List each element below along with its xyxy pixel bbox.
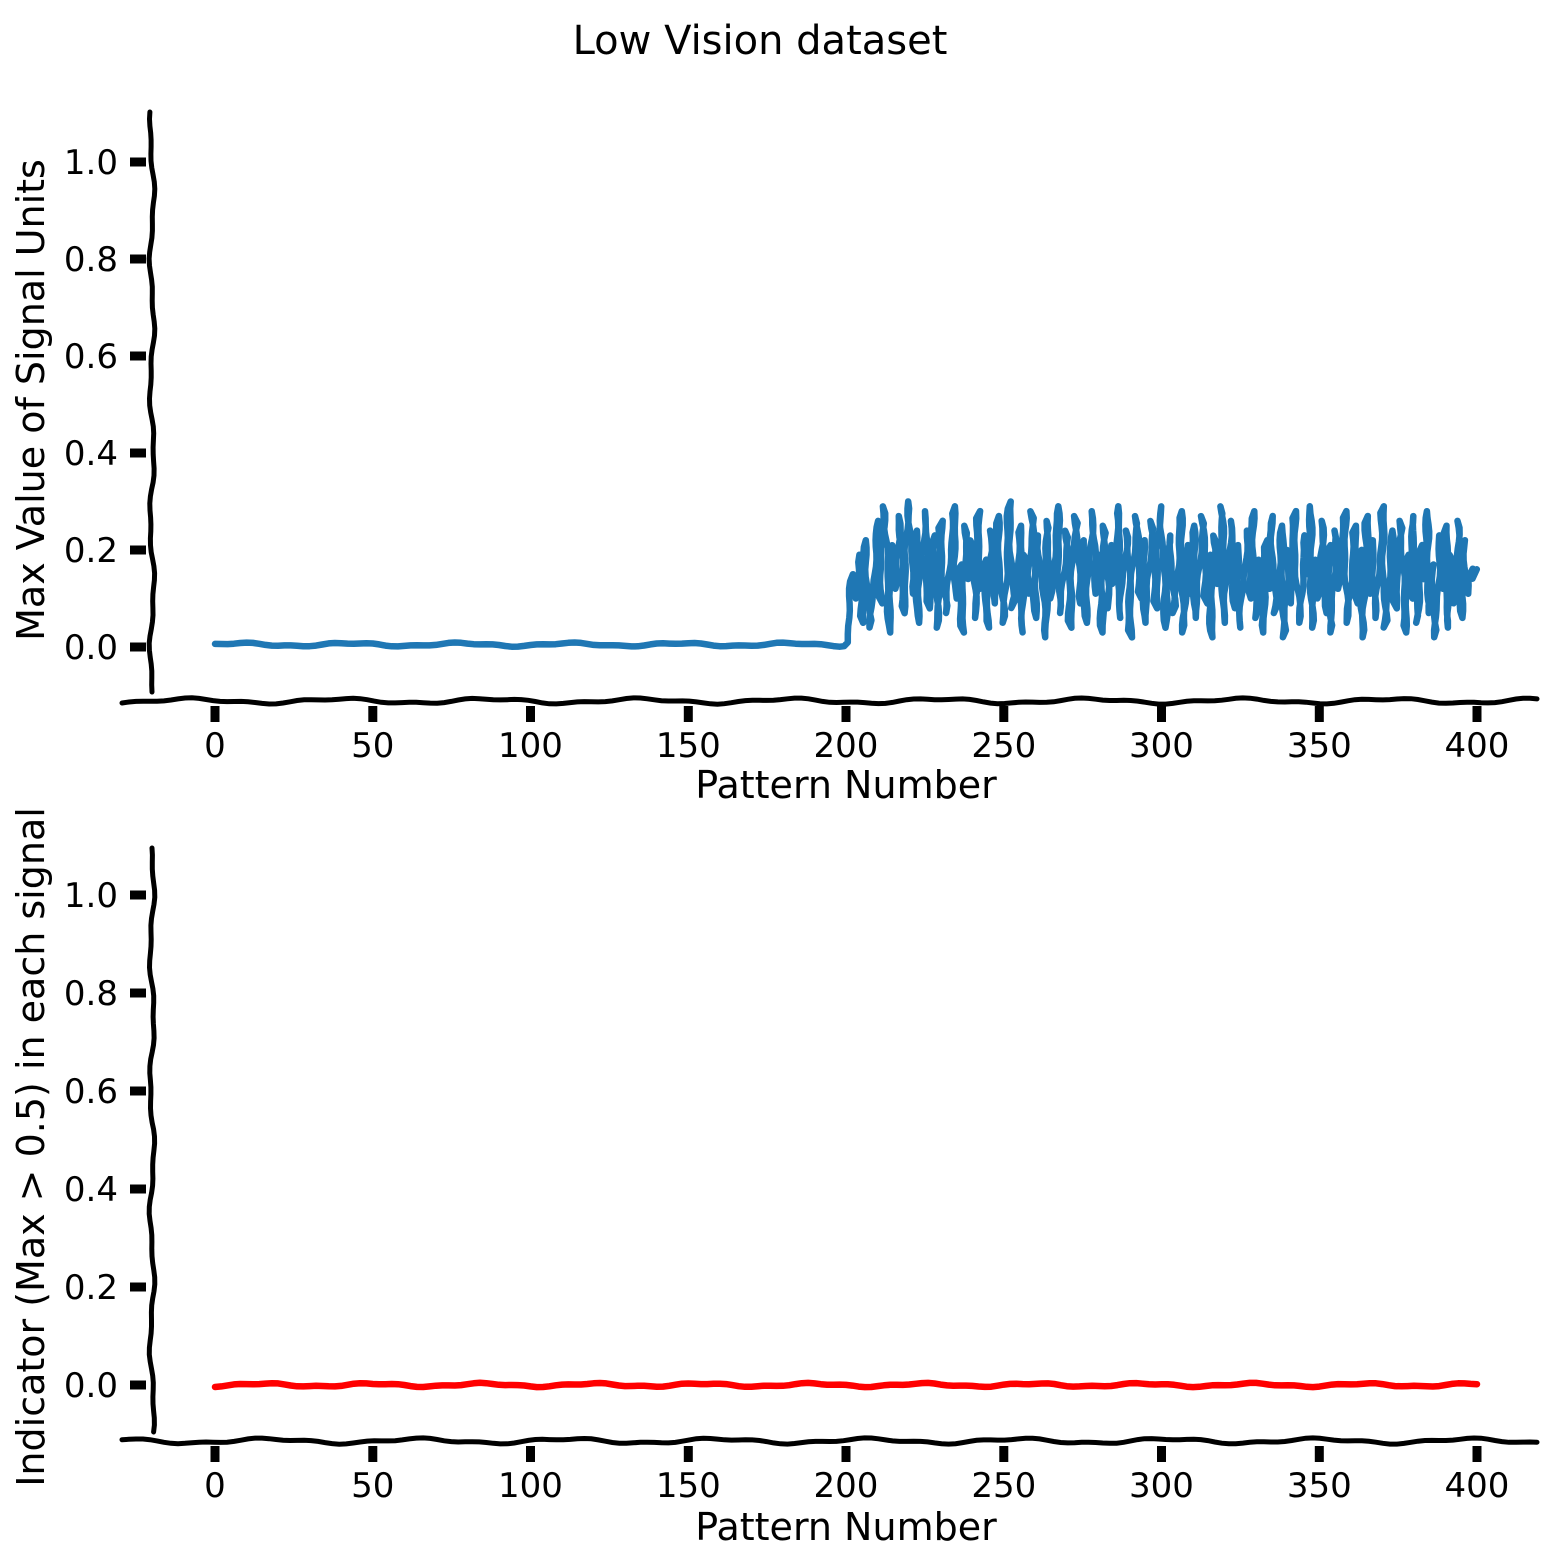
x-axis-spine: [119, 695, 1540, 707]
x-tick-label: 50: [351, 1466, 394, 1506]
y-tick-mark: [130, 448, 146, 458]
x-tick-label: 300: [1129, 1466, 1194, 1506]
bottom-chart-axes: 0 50 100 150 200 250 300 350 400 0.0 0.2 0.4 0.6 0.8 1…: [64, 845, 1540, 1506]
series-line-indicator-max-gt-0p5: [211, 1379, 1481, 1391]
x-axis-spine: [119, 1435, 1540, 1447]
y-tick-mark: [130, 642, 146, 652]
y-tick-label: 0.6: [64, 337, 118, 377]
x-tick-mark: [526, 1446, 535, 1462]
top-xaxis-label: Pattern Number: [695, 763, 997, 807]
y-axis-spine: [146, 109, 158, 695]
x-tick-mark: [1314, 1446, 1324, 1462]
x-tick-mark: [1314, 706, 1324, 722]
y-tick-label: 0.2: [64, 531, 118, 571]
y-tick-mark: [130, 988, 146, 998]
x-tick-label: 350: [1287, 1466, 1352, 1506]
x-tick-mark: [999, 1446, 1009, 1462]
x-tick-label: 50: [351, 726, 394, 766]
bottom-chart: 0 50 100 150 200 250 300 350 400 0.0 0.2 0.4 0.6 0.8 1…: [9, 807, 1540, 1549]
x-tick-mark: [841, 706, 851, 722]
y-tick-label: 0.8: [64, 240, 118, 280]
y-tick-label: 0.4: [64, 434, 118, 474]
figure-title: Low Vision dataset: [573, 18, 948, 64]
x-tick-mark: [526, 706, 535, 722]
y-tick-mark: [130, 545, 146, 555]
x-tick-mark: [368, 706, 378, 722]
x-tick-label: 200: [814, 1466, 879, 1506]
x-tick-label: 0: [204, 1466, 226, 1506]
x-tick-mark: [841, 1446, 851, 1462]
y-tick-mark: [130, 1086, 146, 1096]
y-tick-mark: [130, 157, 146, 167]
bottom-chart-series: [211, 1379, 1481, 1391]
top-yaxis-label: Max Value of Signal Units: [9, 159, 53, 641]
x-tick-mark: [368, 1446, 378, 1462]
y-tick-label: 0.4: [64, 1170, 118, 1210]
y-tick-label: 1.0: [64, 876, 118, 916]
y-tick-mark: [130, 1282, 146, 1292]
y-tick-mark: [130, 351, 146, 361]
y-tick-mark: [130, 254, 146, 264]
y-tick-label: 0.2: [64, 1268, 118, 1308]
x-tick-label: 350: [1287, 726, 1352, 766]
y-tick-label: 0.8: [64, 974, 118, 1014]
x-tick-label: 100: [498, 726, 563, 766]
bottom-yaxis-label: Indicator (Max > 0.5) in each signal: [9, 807, 53, 1487]
x-tick-mark: [1157, 1446, 1166, 1462]
x-tick-label: 150: [656, 726, 721, 766]
x-tick-label: 250: [971, 726, 1036, 766]
x-tick-mark: [683, 706, 693, 722]
x-tick-mark: [1472, 706, 1482, 722]
x-tick-mark: [210, 1446, 220, 1462]
x-tick-mark: [1157, 706, 1166, 722]
y-tick-mark: [130, 1380, 146, 1390]
x-tick-label: 0: [204, 726, 226, 766]
x-tick-label: 400: [1445, 726, 1510, 766]
x-tick-label: 200: [814, 726, 879, 766]
x-tick-mark: [999, 706, 1009, 722]
series-line-max-signal-value: [211, 498, 1481, 650]
top-chart-series: [211, 498, 1481, 650]
y-tick-label: 0.6: [64, 1072, 118, 1112]
x-tick-label: 400: [1445, 1466, 1510, 1506]
x-tick-mark: [1472, 1446, 1482, 1462]
y-tick-mark: [130, 890, 146, 900]
y-axis-spine: [146, 845, 158, 1435]
y-tick-label: 0.0: [64, 628, 118, 668]
y-tick-label: 1.0: [64, 143, 118, 183]
x-tick-label: 300: [1129, 726, 1194, 766]
x-tick-mark: [683, 1446, 693, 1462]
x-tick-label: 100: [498, 1466, 563, 1506]
top-chart: 0 50 100 150 200 250 300 350 400 0.0 0.2 0.4 0.6 0.8 1…: [9, 109, 1540, 807]
x-tick-mark: [210, 706, 220, 722]
bottom-xaxis-label: Pattern Number: [695, 1505, 997, 1549]
x-tick-label: 250: [971, 1466, 1036, 1506]
top-chart-axes: 0 50 100 150 200 250 300 350 400 0.0 0.2 0.4 0.6 0.8 1…: [64, 109, 1540, 766]
y-tick-label: 0.0: [64, 1366, 118, 1406]
y-tick-mark: [130, 1184, 146, 1194]
x-tick-label: 150: [656, 1466, 721, 1506]
